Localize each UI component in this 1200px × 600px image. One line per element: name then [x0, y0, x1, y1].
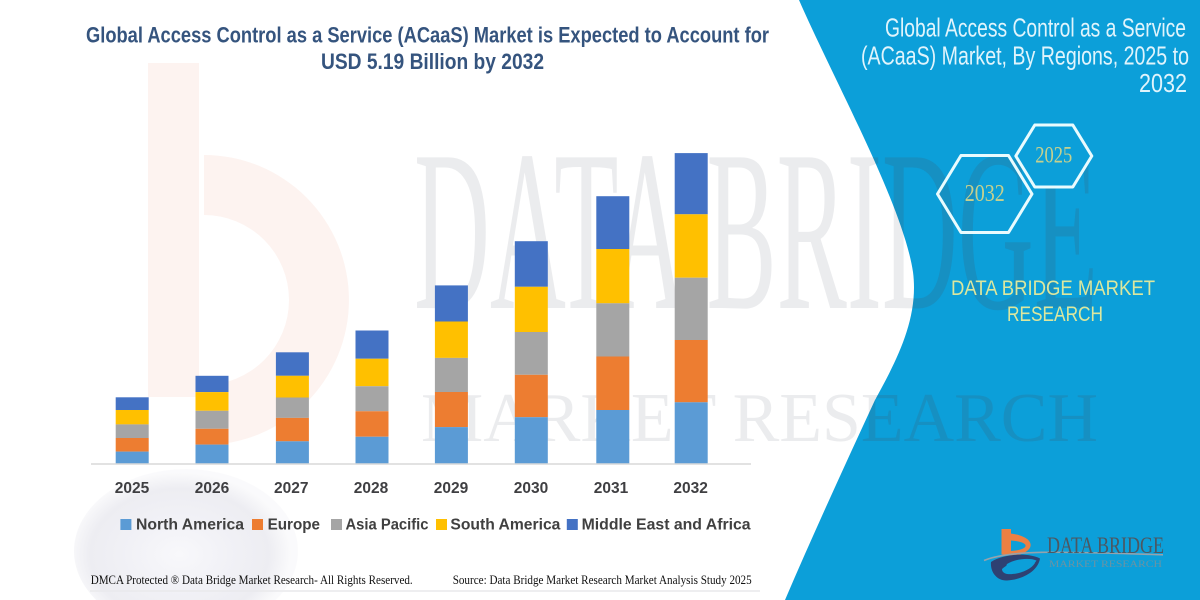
svg-text:2029: 2029: [434, 480, 469, 497]
svg-text:2025: 2025: [1035, 143, 1072, 168]
svg-text:2027: 2027: [274, 480, 308, 497]
svg-text:2031: 2031: [594, 480, 629, 497]
svg-text:Europe: Europe: [268, 517, 320, 534]
svg-text:USD 5.19 Billion by 2032: USD 5.19 Billion by 2032: [321, 49, 544, 74]
svg-text:Global Access Control as a Ser: Global Access Control as a Service (ACaa…: [86, 22, 769, 47]
svg-text:DATA BRIDGE MARKET: DATA BRIDGE MARKET: [951, 277, 1155, 300]
svg-text:Source: Data Bridge Market Res: Source: Data Bridge Market Research Mark…: [453, 572, 752, 587]
svg-text:2030: 2030: [514, 480, 548, 497]
svg-text:2028: 2028: [354, 480, 389, 497]
svg-text:Middle East and Africa: Middle East and Africa: [582, 517, 751, 534]
svg-text:RESEARCH: RESEARCH: [1007, 303, 1103, 326]
svg-text:2032: 2032: [673, 480, 707, 497]
svg-text:2032: 2032: [965, 181, 1005, 207]
svg-text:MARKET RESEARCH: MARKET RESEARCH: [1049, 559, 1163, 569]
svg-text:Asia Pacific: Asia Pacific: [346, 517, 429, 534]
svg-text:DATA BRIDGE: DATA BRIDGE: [1047, 533, 1164, 558]
svg-text:North America: North America: [136, 517, 244, 534]
svg-text:2026: 2026: [195, 480, 230, 497]
svg-text:(ACaaS) Market, By Regions, 20: (ACaaS) Market, By Regions, 2025 to: [861, 40, 1189, 70]
svg-text:2025: 2025: [115, 480, 150, 497]
svg-text:DMCA Protected ® Data Bridge M: DMCA Protected ® Data Bridge Market Rese…: [91, 572, 413, 587]
svg-text:Global Access Control as a Ser: Global Access Control as a Service: [885, 13, 1186, 43]
svg-text:2032: 2032: [1139, 68, 1187, 98]
svg-text:South America: South America: [450, 517, 560, 534]
